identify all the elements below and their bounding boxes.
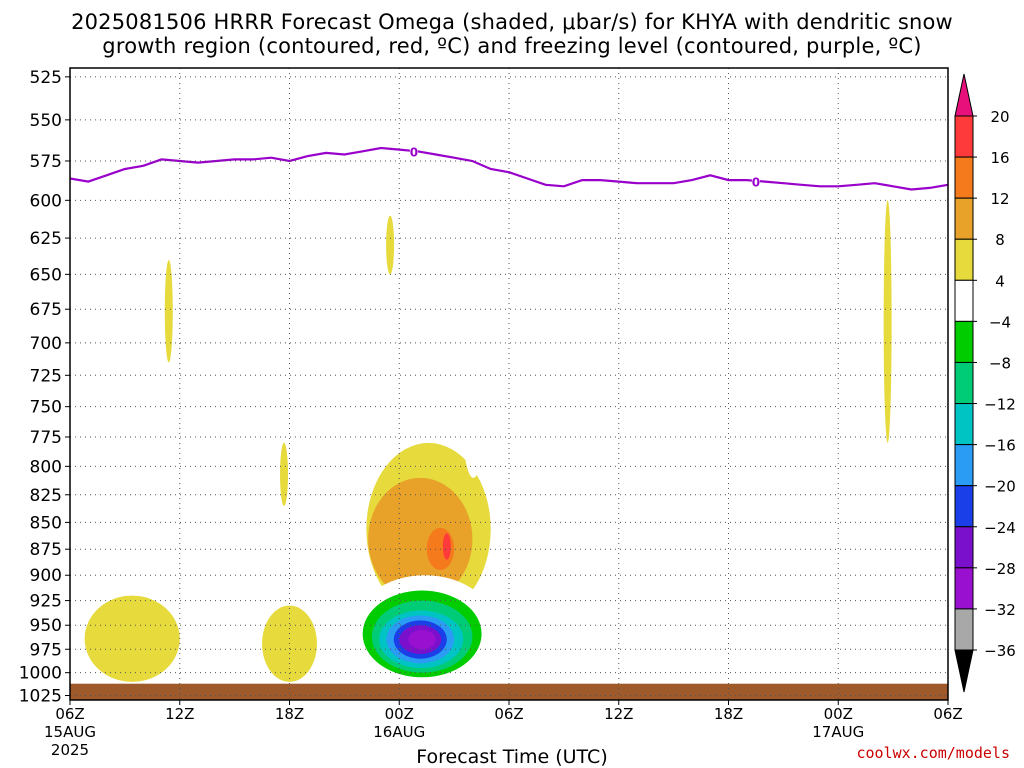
y-tick-label-15: 900 xyxy=(30,566,62,586)
y-tick-label-2: 575 xyxy=(30,152,62,172)
colorbar-bin-3 xyxy=(954,238,974,281)
chart-title-line2: growth region (contoured, red, ºC) and f… xyxy=(102,34,922,58)
omega-contour-9 xyxy=(442,533,451,560)
colorbar-max-arrow xyxy=(954,73,974,117)
y-tick-label-6: 675 xyxy=(30,300,62,320)
y-tick-label-10: 775 xyxy=(30,428,62,448)
freezing-label-bg-0 xyxy=(409,145,418,158)
y-tick-label-4: 625 xyxy=(30,229,62,249)
x-tick-label-3: 00Z xyxy=(385,705,414,723)
colorbar-label-13: −36 xyxy=(984,642,1016,660)
x-date-label-0: 15AUG xyxy=(44,723,96,741)
y-tick-label-3: 600 xyxy=(30,191,62,211)
colorbar-bin-7 xyxy=(954,403,974,446)
y-tick-label-14: 875 xyxy=(30,540,62,560)
colorbar-min-arrow xyxy=(954,649,974,693)
colorbar-label-6: −8 xyxy=(989,354,1011,372)
colorbar-label-9: −20 xyxy=(984,478,1016,496)
x-tick-label-8: 06Z xyxy=(933,705,962,723)
x-date-label-3: 16AUG xyxy=(373,723,425,741)
omega-contour-20 xyxy=(408,630,436,650)
y-tick-label-1: 550 xyxy=(30,111,62,131)
y-tick-label-12: 825 xyxy=(30,486,62,506)
omega-contour-10 xyxy=(463,381,484,478)
colorbar-bin-2 xyxy=(954,197,974,240)
x-tick-label-0: 06Z xyxy=(55,705,84,723)
colorbar-label-12: −32 xyxy=(984,601,1016,619)
freezing-level-label-1: 0 xyxy=(752,176,760,190)
x-tick-label-2: 18Z xyxy=(275,705,304,723)
colorbar-label-10: −24 xyxy=(984,519,1016,537)
x-axis-label: Forecast Time (UTC) xyxy=(416,746,608,768)
x-tick-label-6: 18Z xyxy=(714,705,743,723)
colorbar-bin-0 xyxy=(954,115,974,158)
terrain xyxy=(70,683,948,700)
y-tick-label-0: 525 xyxy=(30,68,62,88)
colorbar-label-4: 4 xyxy=(995,272,1005,290)
y-tick-label-8: 725 xyxy=(30,366,62,386)
colorbar-label-1: 16 xyxy=(990,149,1009,167)
omega-contour-1 xyxy=(280,442,289,506)
x-tick-label-5: 12Z xyxy=(604,705,633,723)
y-tick-label-11: 800 xyxy=(30,457,62,477)
colorbar-label-2: 12 xyxy=(990,190,1009,208)
colorbar-label-11: −28 xyxy=(984,560,1016,578)
y-tick-label-16: 925 xyxy=(30,592,62,612)
omega-contour-4 xyxy=(84,595,180,682)
colorbar-label-7: −12 xyxy=(984,396,1016,414)
colorbar-label-0: 20 xyxy=(990,108,1009,126)
colorbar-label-3: 8 xyxy=(995,231,1005,249)
colorbar-bin-5 xyxy=(954,320,974,363)
colorbar-bin-4 xyxy=(954,279,974,322)
omega-contour-0 xyxy=(164,259,173,363)
omega-contour-12 xyxy=(732,454,948,682)
omega-contour-2 xyxy=(386,215,395,275)
y-tick-label-17: 950 xyxy=(30,616,62,636)
x-tick-label-4: 06Z xyxy=(494,705,523,723)
y-tick-label-19: 1000 xyxy=(19,664,62,684)
x-tick-label-7: 00Z xyxy=(824,705,853,723)
colorbar-bin-6 xyxy=(954,361,974,405)
y-tick-label-9: 750 xyxy=(30,398,62,418)
colorbar-bin-1 xyxy=(954,156,974,199)
x-year-label: 2025 xyxy=(51,741,89,759)
freezing-label-bg-1 xyxy=(751,175,760,188)
y-tick-label-13: 850 xyxy=(30,513,62,533)
site-credit: coolwx.com/models xyxy=(856,744,1010,762)
omega-contour-7 xyxy=(368,477,473,601)
colorbar-bin-8 xyxy=(954,444,974,487)
colorbar-bin-11 xyxy=(954,567,974,610)
freezing-level-line xyxy=(70,146,948,191)
colorbar-bin-12 xyxy=(954,608,974,651)
y-tick-label-18: 975 xyxy=(30,640,62,660)
x-date-label-7: 17AUG xyxy=(812,723,864,741)
chart-title-line1: 2025081506 HRRR Forecast Omega (shaded, … xyxy=(71,10,953,34)
y-tick-label-20: 1025 xyxy=(19,687,62,707)
omega-contour-3 xyxy=(883,200,892,443)
x-tick-label-1: 12Z xyxy=(165,705,194,723)
colorbar-label-5: −4 xyxy=(989,313,1011,331)
colorbar-label-8: −16 xyxy=(984,437,1016,455)
colorbar-bin-10 xyxy=(954,526,974,569)
y-tick-label-7: 700 xyxy=(30,334,62,354)
colorbar-bin-9 xyxy=(954,485,974,528)
freezing-level-label-0: 0 xyxy=(410,145,418,159)
y-tick-label-5: 650 xyxy=(30,265,62,285)
